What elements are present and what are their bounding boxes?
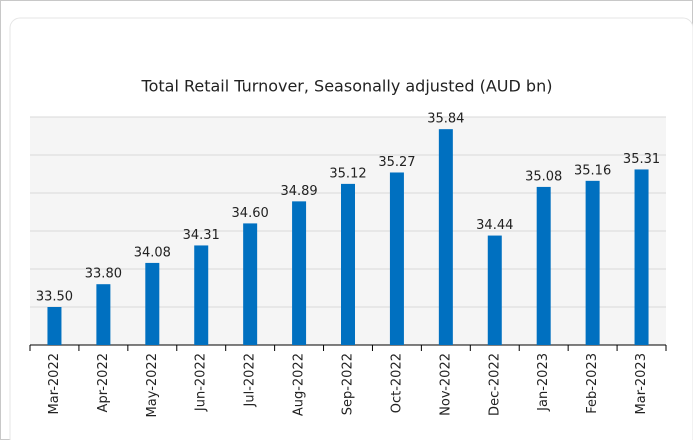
value-label: 35.84 [427,112,464,127]
bar [438,129,453,345]
chart-title: Total Retail Turnover, Seasonally adjust… [141,77,553,96]
x-tick-label: Jun-2022 [194,353,209,412]
x-tick-label: Jan-2023 [536,353,551,412]
bar [145,262,160,345]
bar [389,172,404,345]
bar [243,223,258,345]
value-label: 35.16 [574,163,611,178]
x-tick-label: Mar-2022 [47,353,62,414]
value-label: 34.08 [134,245,171,260]
x-tick-label: Feb-2023 [585,353,600,414]
bar [536,186,551,345]
x-tick-label: May-2022 [145,353,160,417]
value-label: 33.50 [36,290,73,305]
bar [487,235,502,345]
value-label: 35.08 [525,169,562,184]
bar [194,245,209,345]
bar [341,183,355,345]
value-label: 35.27 [378,155,415,170]
x-tick-label: Jul-2022 [243,353,258,407]
value-label: 34.89 [280,184,317,199]
value-label: 35.12 [329,166,366,181]
value-label: 35.31 [623,152,660,167]
bar [47,307,62,345]
value-label: 34.44 [476,218,513,233]
value-label: 33.80 [85,267,122,282]
bar [96,284,111,345]
value-label: 34.60 [232,206,269,221]
bar [585,180,600,345]
x-tick-label: Apr-2022 [96,353,111,412]
bar [292,201,307,345]
x-tick-label: Sep-2022 [341,353,356,415]
x-tick-label: Nov-2022 [438,353,453,416]
x-tick-label: Aug-2022 [292,353,307,416]
value-label: 34.31 [183,228,220,243]
x-tick-label: Mar-2023 [634,353,649,414]
bar [634,169,649,345]
x-tick-label: Dec-2022 [487,353,502,416]
x-tick-label: Oct-2022 [389,353,404,413]
